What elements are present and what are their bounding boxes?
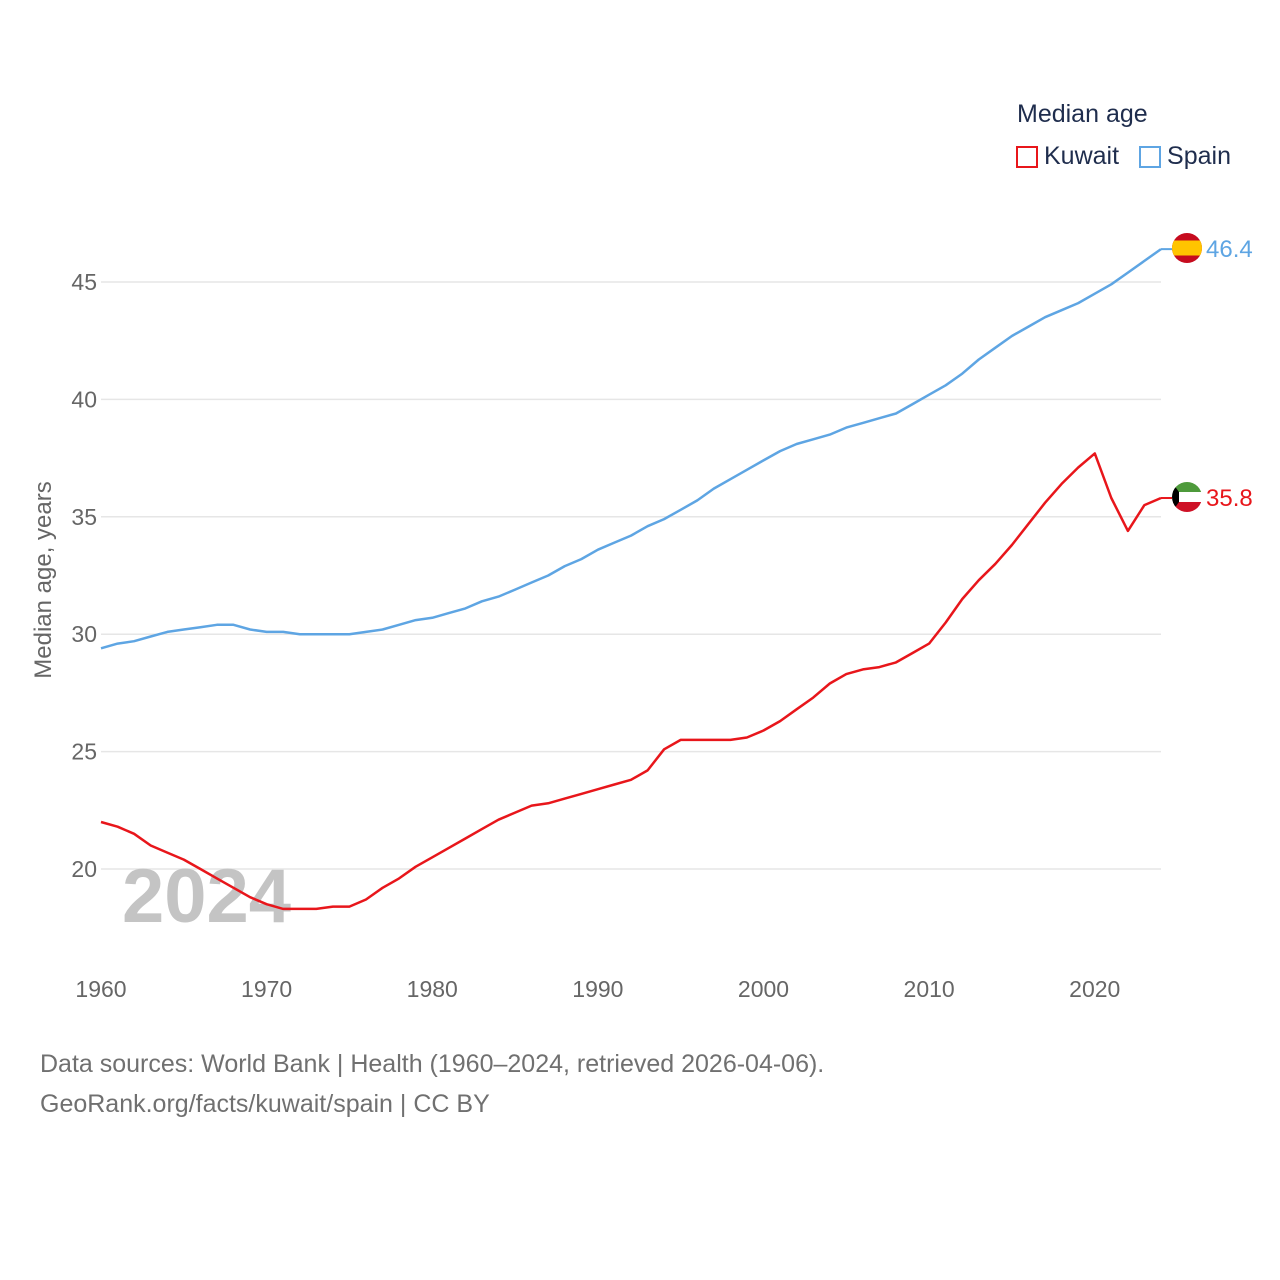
legend-item-kuwait[interactable]: Kuwait [1016,142,1119,171]
legend-item-spain[interactable]: Spain [1139,142,1231,171]
legend-title: Median age [1017,100,1148,128]
x-tick-label: 2020 [1069,976,1120,1002]
source-url[interactable]: GeoRank.org/facts/kuwait/spain | CC BY [40,1090,490,1118]
series-lines [100,248,1172,911]
legend-label-spain: Spain [1167,142,1231,170]
end-value-label-spain: 46.4 [1206,236,1253,263]
legend-swatch-kuwait [1016,145,1038,168]
y-tick-label: 45 [71,269,97,295]
y-tick-label: 40 [71,386,97,412]
x-tick-label: 1990 [572,976,623,1002]
legend-swatch-spain [1139,145,1162,168]
source-line: Data sources: World Bank | Health (1960–… [40,1050,825,1078]
series-end-markers [1172,233,1202,512]
x-tick-label: 2000 [738,976,789,1002]
x-tick-label: 1960 [75,976,126,1002]
legend: Kuwait Spain [1016,142,1251,171]
y-tick-label: 30 [71,621,97,647]
y-tick-label: 35 [71,504,97,530]
series-line-spain[interactable] [100,248,1162,650]
x-axis-ticks: 1960 1970 1980 1990 2000 2010 2020 [75,976,1120,1002]
x-tick-label: 1970 [241,976,292,1002]
y-axis-label: Median age, years [30,481,57,678]
series-end-labels: 35.8 46.4 [1206,236,1253,512]
x-tick-label: 2010 [904,976,955,1002]
gridlines [101,281,1161,870]
y-tick-label: 20 [71,856,97,882]
end-value-label-kuwait: 35.8 [1206,485,1253,512]
kuwait-flag-icon [1172,482,1202,512]
x-tick-label: 1980 [407,976,458,1002]
source-note: Data sources: World Bank | Health (1960–… [40,1044,824,1124]
series-line-kuwait[interactable] [100,452,1162,911]
y-tick-label: 25 [71,739,97,765]
spain-flag-icon [1172,233,1202,263]
y-axis-ticks: 20 25 30 35 40 45 [71,269,97,882]
year-watermark: 2024 [122,854,291,939]
legend-label-kuwait: Kuwait [1044,142,1120,170]
